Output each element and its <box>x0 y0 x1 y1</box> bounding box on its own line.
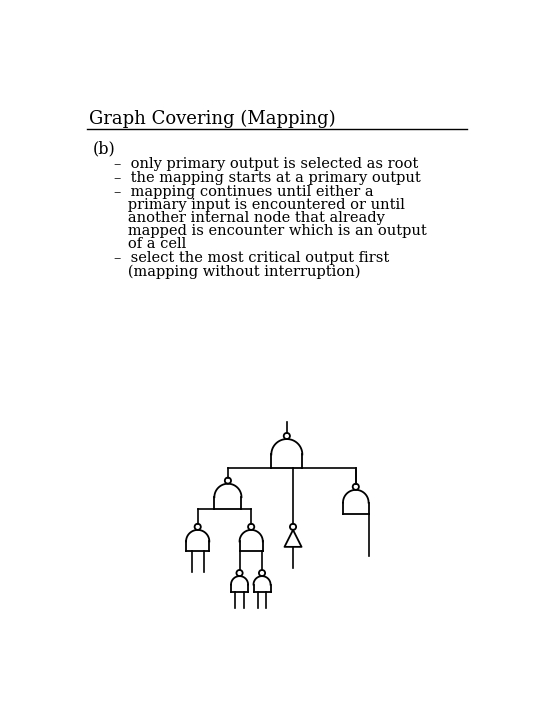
Text: –  mapping continues until either a: – mapping continues until either a <box>114 185 374 199</box>
Text: –  the mapping starts at a primary output: – the mapping starts at a primary output <box>114 171 421 185</box>
Text: (b): (b) <box>93 140 116 157</box>
Text: –  only primary output is selected as root: – only primary output is selected as roo… <box>114 157 419 171</box>
Text: mapped is encounter which is an output: mapped is encounter which is an output <box>114 224 427 238</box>
Text: another internal node that already: another internal node that already <box>114 211 385 225</box>
Text: –  select the most critical output first: – select the most critical output first <box>114 251 389 265</box>
Text: primary input is encountered or until: primary input is encountered or until <box>114 198 405 212</box>
Text: of a cell: of a cell <box>114 238 186 251</box>
Text: Graph Covering (Mapping): Graph Covering (Mapping) <box>89 109 336 127</box>
Text: (mapping without interruption): (mapping without interruption) <box>114 264 361 279</box>
